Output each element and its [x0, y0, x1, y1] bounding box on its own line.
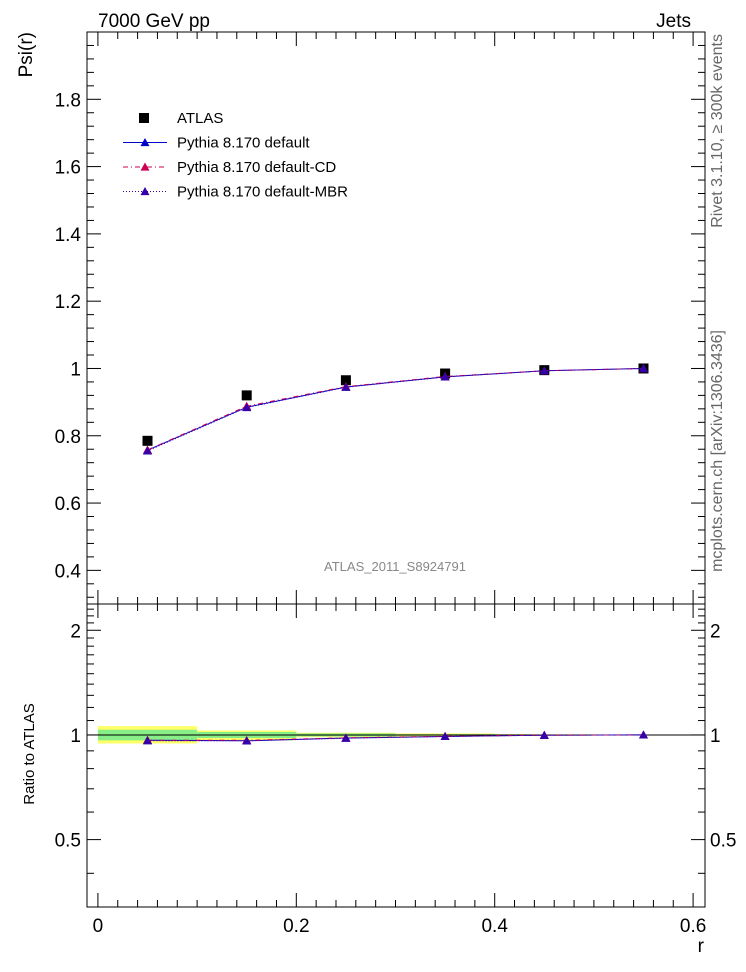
x-tick-label: 0.2 [283, 916, 309, 937]
rivet-version-label: Rivet 3.1.10, ≥ 300k events [709, 34, 726, 228]
ratio-y-axis-label: Ratio to ATLAS [21, 703, 38, 804]
main-series-marker-3 [143, 446, 153, 455]
ratio-series-line-1 [147, 734, 644, 741]
legend-marker-3 [140, 187, 150, 196]
main-series-line-2 [147, 368, 644, 451]
ratio-series-marker-2 [242, 736, 252, 745]
analysis-watermark: ATLAS_2011_S8924791 [324, 559, 466, 574]
main-series-marker-3 [440, 372, 450, 381]
main-series-marker-3 [539, 366, 549, 375]
legend-label-1: Pythia 8.170 default [177, 135, 310, 152]
main-series-marker-3 [242, 403, 252, 412]
ratio-y-tick-label: 2 [710, 621, 721, 642]
ratio-y-tick-label: 0.5 [55, 831, 81, 852]
main-y-tick-label: 1.4 [55, 225, 82, 246]
legend-label-2: Pythia 8.170 default-CD [177, 159, 336, 176]
legend-marker-1 [140, 138, 150, 147]
main-y-tick-label: 1.2 [55, 292, 81, 313]
main-y-tick-label: 1.8 [55, 90, 81, 111]
atlas-data-point [340, 375, 351, 386]
ratio-series-marker-2 [539, 730, 549, 739]
main-series-marker-3 [341, 382, 351, 391]
header-left-label: 7000 GeV pp [98, 11, 210, 32]
x-tick-label: 0.6 [680, 916, 706, 937]
ratio-plot-frame [86, 603, 706, 908]
ratio-y-tick-label: 2 [70, 621, 81, 642]
main-y-tick-label: 1 [70, 359, 81, 380]
main-y-tick-label: 0.4 [55, 561, 82, 582]
main-series-line-1 [147, 368, 644, 451]
atlas-data-point [241, 390, 252, 401]
legend-marker-2 [140, 162, 150, 171]
ratio-series-marker-2 [341, 733, 351, 742]
main-y-tick-label: 1.6 [55, 158, 81, 179]
ratio-series-marker-2 [440, 731, 450, 741]
atlas-data-point [142, 435, 153, 446]
ratio-series-marker-2 [143, 736, 153, 745]
ratio-y-tick-label: 1 [70, 726, 81, 747]
header-right-label: Jets [656, 11, 691, 32]
legend-atlas-marker [139, 113, 149, 123]
legend: ATLAS Pythia 8.170 default Pythia 8.170 de… [123, 110, 348, 201]
main-plot-area: 0.4 0.6 0.8 1 1.2 1.4 1.6 1.8 [55, 31, 706, 605]
legend-label-3: Pythia 8.170 default-MBR [177, 184, 348, 201]
main-y-tick-label: 0.6 [55, 494, 81, 515]
main-series-line-3 [147, 368, 644, 452]
ratio-series-marker-2 [638, 730, 648, 739]
mcplots-reference-label: mcplots.cern.ch [arXiv:1306.3436] [709, 330, 726, 572]
main-y-tick-label: 0.8 [55, 427, 81, 448]
main-series-marker-3 [638, 363, 648, 373]
legend-label-0: ATLAS [177, 110, 223, 127]
ratio-plot-area: 0 0.2 0.4 0.6 0.5 0.5 1 1 2 2 [55, 603, 736, 937]
ratio-y-tick-label: 1 [710, 726, 721, 747]
x-axis-label: r [698, 936, 705, 957]
x-tick-label: 0 [93, 916, 104, 937]
ratio-y-tick-label: 0.5 [710, 831, 736, 852]
x-tick-label: 0.4 [481, 916, 508, 937]
main-y-axis-label: Psi(r) [16, 32, 37, 77]
